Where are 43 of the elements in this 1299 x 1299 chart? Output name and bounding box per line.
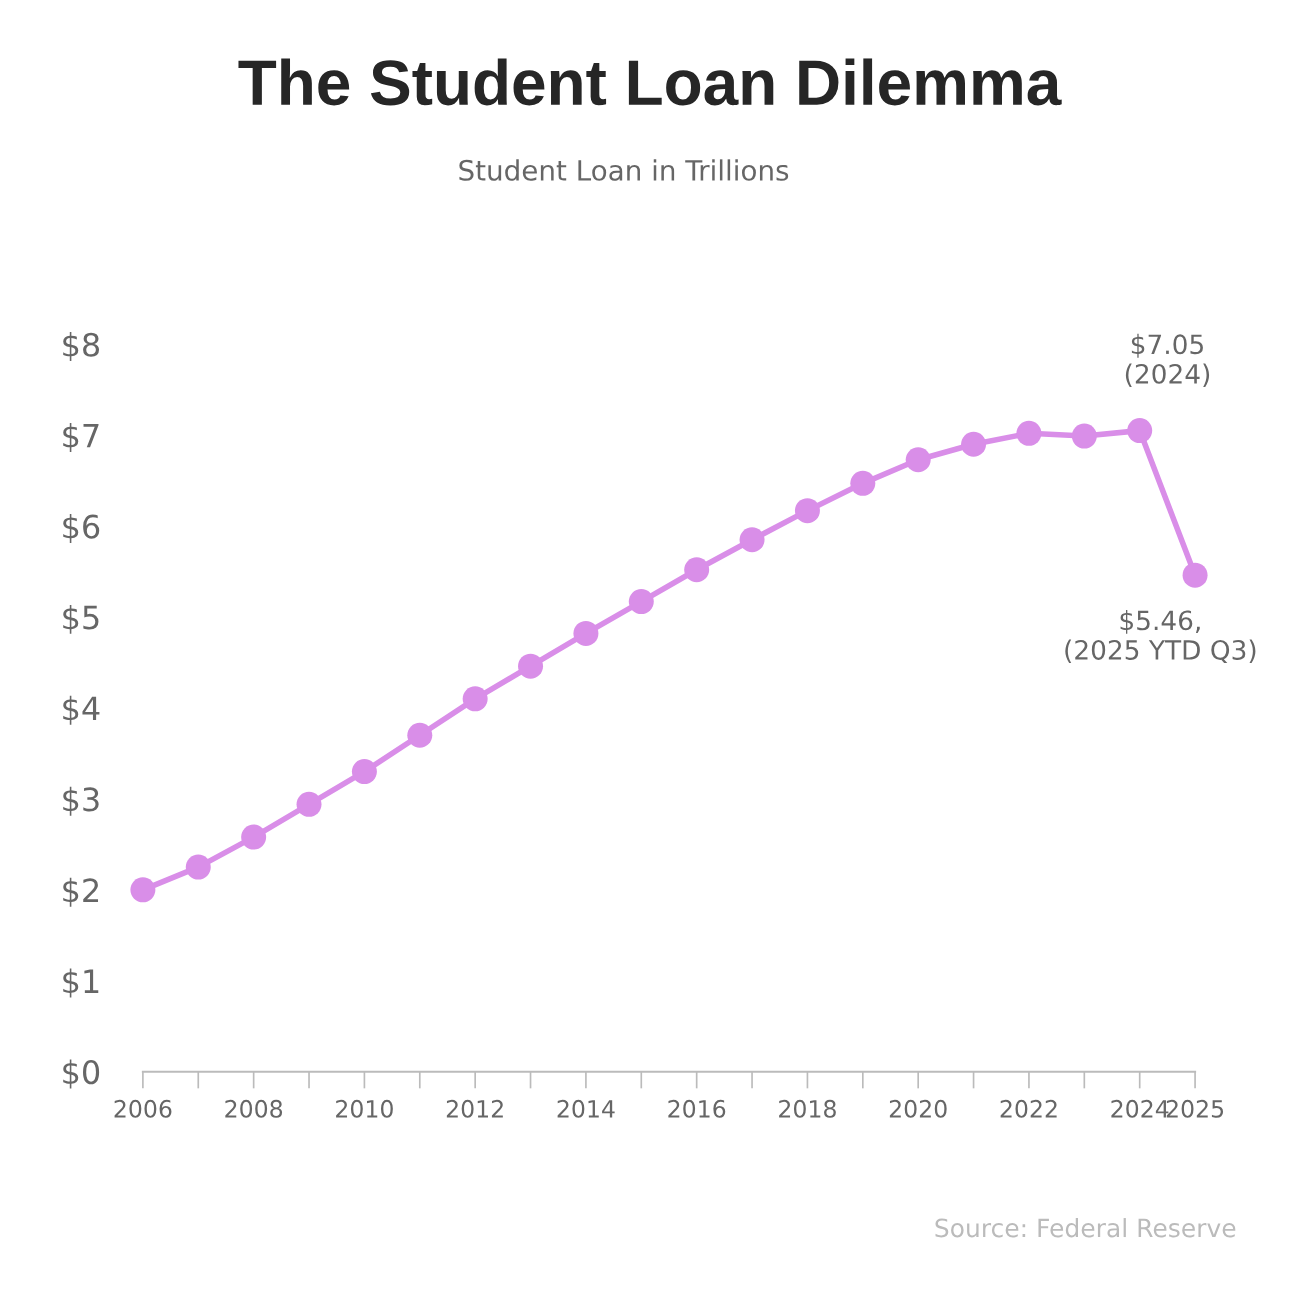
y-tick-label: $2 <box>63 877 99 907</box>
y-tick-label: $3 <box>63 786 99 816</box>
source-note: Source: Federal Reserve <box>935 1218 1236 1238</box>
point <box>905 447 931 473</box>
annotation: $7.05 (2024) <box>1125 333 1210 387</box>
y-tick-label: $5 <box>63 604 99 634</box>
point <box>794 498 820 524</box>
chart-subtitle: Student Loan in Trillions <box>459 159 789 181</box>
x-tick-label: 2014 <box>557 1099 615 1118</box>
x-tick-label: 2018 <box>779 1099 836 1118</box>
y-tick-label: $6 <box>63 513 100 543</box>
point <box>296 791 322 817</box>
point <box>462 686 488 712</box>
point <box>739 527 765 553</box>
y-tick-label: $1 <box>63 968 99 998</box>
point <box>628 589 654 615</box>
point <box>518 653 544 679</box>
x-tick-label: 2008 <box>225 1099 283 1118</box>
point <box>684 557 710 583</box>
point <box>241 824 267 850</box>
x-tick-label: 2006 <box>114 1099 172 1118</box>
annotation: $5.46, (2025 YTD Q3) <box>1065 609 1256 663</box>
point <box>1182 562 1208 588</box>
point <box>351 759 377 785</box>
x-tick-label: 2022 <box>1000 1099 1057 1118</box>
chart-title: The Student Loan Dilemma <box>238 58 1062 106</box>
point <box>1127 418 1153 444</box>
point <box>185 854 211 880</box>
x-tick-label: 2020 <box>889 1099 947 1118</box>
point <box>850 470 876 496</box>
x-tick-label: 2012 <box>446 1099 503 1118</box>
x-tick-label: 2010 <box>336 1099 393 1118</box>
point <box>1016 420 1042 446</box>
y-tick-label: $0 <box>63 1059 100 1089</box>
point <box>961 431 987 457</box>
point <box>407 722 433 748</box>
y-tick-label: $8 <box>63 332 100 362</box>
point <box>1071 423 1097 449</box>
point <box>130 877 156 903</box>
y-tick-label: $7 <box>63 423 99 452</box>
x-tick-label: 2016 <box>668 1099 726 1118</box>
y-tick-label: $4 <box>63 695 100 725</box>
point <box>573 620 599 646</box>
